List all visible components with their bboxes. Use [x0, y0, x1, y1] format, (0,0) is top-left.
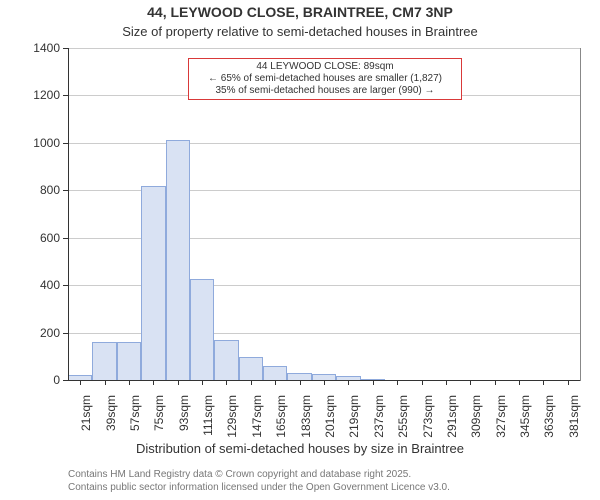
- histogram-bar: [263, 366, 287, 380]
- x-tick-label: 237sqm: [372, 395, 386, 445]
- chart-title-main: 44, LEYWOOD CLOSE, BRAINTREE, CM7 3NP: [0, 4, 600, 20]
- x-tick-label: 201sqm: [323, 395, 337, 445]
- histogram-bar: [141, 186, 165, 380]
- chart-title-sub: Size of property relative to semi-detach…: [0, 24, 600, 39]
- attribution-line2: Contains public sector information licen…: [68, 482, 450, 495]
- x-tick-label: 21sqm: [79, 395, 93, 445]
- x-tick-label: 129sqm: [225, 395, 239, 445]
- histogram-bar: [117, 342, 141, 380]
- x-tick-label: 273sqm: [421, 395, 435, 445]
- histogram-bar: [190, 279, 214, 380]
- attribution-line1: Contains HM Land Registry data © Crown c…: [68, 469, 450, 482]
- y-tick-label: 1400: [0, 41, 60, 55]
- y-tick-label: 800: [0, 183, 60, 197]
- y-tick-label: 600: [0, 231, 60, 245]
- x-tick-label: 327sqm: [494, 395, 508, 445]
- y-tick-label: 200: [0, 326, 60, 340]
- x-tick-label: 381sqm: [567, 395, 581, 445]
- x-axis-line: [68, 380, 580, 381]
- x-tick-label: 183sqm: [299, 395, 313, 445]
- histogram-bar: [287, 373, 311, 380]
- x-tick-label: 147sqm: [250, 395, 264, 445]
- gridline: [68, 48, 580, 49]
- histogram-bar: [166, 140, 190, 380]
- x-tick-label: 291sqm: [445, 395, 459, 445]
- x-tick-label: 111sqm: [201, 395, 215, 445]
- y-tick-label: 1200: [0, 88, 60, 102]
- annotation-line3: 35% of semi-detached houses are larger (…: [195, 85, 455, 97]
- x-tick-label: 219sqm: [347, 395, 361, 445]
- histogram-chart: 44, LEYWOOD CLOSE, BRAINTREE, CM7 3NP Si…: [0, 0, 600, 500]
- histogram-bar: [214, 340, 238, 380]
- annotation-line1: 44 LEYWOOD CLOSE: 89sqm: [195, 61, 455, 73]
- x-tick-label: 165sqm: [274, 395, 288, 445]
- annotation-box: 44 LEYWOOD CLOSE: 89sqm ← 65% of semi-de…: [188, 58, 462, 100]
- x-tick-label: 309sqm: [469, 395, 483, 445]
- y-tick-label: 400: [0, 278, 60, 292]
- y-axis-line: [68, 48, 69, 380]
- x-tick-label: 345sqm: [518, 395, 532, 445]
- x-tick-label: 75sqm: [152, 395, 166, 445]
- attribution-text: Contains HM Land Registry data © Crown c…: [68, 469, 450, 494]
- x-tick-label: 57sqm: [128, 395, 142, 445]
- x-tick-label: 39sqm: [104, 395, 118, 445]
- histogram-bar: [239, 357, 263, 380]
- x-tick-label: 255sqm: [396, 395, 410, 445]
- annotation-line2: ← 65% of semi-detached houses are smalle…: [195, 73, 455, 85]
- gridline: [68, 143, 580, 144]
- histogram-bar: [92, 342, 116, 380]
- y-tick-label: 1000: [0, 136, 60, 150]
- x-tick-label: 93sqm: [177, 395, 191, 445]
- x-tick-label: 363sqm: [542, 395, 556, 445]
- y-tick-label: 0: [0, 373, 60, 387]
